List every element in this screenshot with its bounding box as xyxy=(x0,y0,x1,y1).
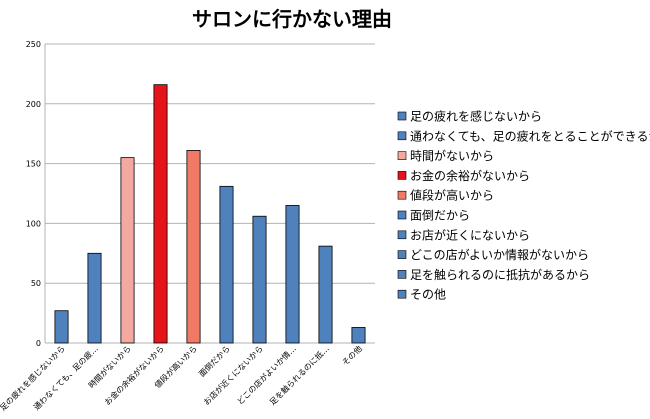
legend-label: どこの店がよいか情報がないから xyxy=(410,247,589,262)
legend-label: お店が近くにないから xyxy=(410,227,530,242)
legend-swatch xyxy=(397,131,407,141)
x-tick-label: 通わなくても、足の疲… xyxy=(31,343,100,412)
chart-title: サロンに行かない理由 xyxy=(192,7,392,31)
bar xyxy=(120,157,135,344)
legend-label: 通わなくても、足の疲れをとることができるから xyxy=(410,128,650,143)
legend-label: お金の余裕がないから xyxy=(410,168,530,183)
y-tick-label: 150 xyxy=(26,160,41,169)
y-tick-label: 100 xyxy=(26,219,41,228)
x-axis-tick-labels: 足の疲れを感じないから通わなくても、足の疲…時間がないからお金の余裕がないから値… xyxy=(0,343,364,412)
legend-label: 時間がないから xyxy=(410,148,494,163)
x-tick-label: どこの店がよいか情… xyxy=(235,343,298,406)
legend-swatch xyxy=(397,171,407,180)
x-tick-label: 足の疲れを感じないから xyxy=(0,343,67,412)
legend-swatch xyxy=(397,210,407,220)
x-tick-label: 足を触られるのに抵… xyxy=(267,343,331,407)
legend-label: 足の疲れを感じないから xyxy=(410,109,542,124)
legend-swatch xyxy=(397,151,407,160)
y-axis-tick-labels: 0 50 100 150 200 250 xyxy=(26,40,41,348)
legend-label: 面倒だから xyxy=(410,209,470,223)
y-tick-label: 250 xyxy=(26,40,41,49)
legend-label: その他 xyxy=(410,288,446,302)
bar xyxy=(54,310,69,344)
bar xyxy=(252,215,267,344)
legend-swatch xyxy=(397,230,407,240)
x-tick-label: その他 xyxy=(340,343,364,367)
bar xyxy=(219,185,234,344)
legend-swatch xyxy=(397,190,407,200)
x-tick-label: お金の余裕がないから xyxy=(102,343,166,407)
x-tick-label: お店が近くにないから xyxy=(201,343,265,407)
bar xyxy=(153,84,168,344)
bar xyxy=(351,327,366,344)
x-tick-label: 面倒だから xyxy=(197,343,232,378)
y-tick-label: 50 xyxy=(31,279,41,288)
legend-swatch xyxy=(397,250,407,259)
bar xyxy=(87,252,102,344)
legend-swatch xyxy=(397,111,407,121)
legend: 足の疲れを感じないから通わなくても、足の疲れをとることができるから時間がないから… xyxy=(397,109,650,302)
bar xyxy=(285,205,300,344)
bar xyxy=(318,245,333,344)
legend-swatch xyxy=(397,289,407,299)
bar xyxy=(186,150,201,344)
y-tick-label: 0 xyxy=(36,339,41,348)
bars xyxy=(54,84,366,344)
legend-label: 足を触られるのに抵抗があるから xyxy=(410,267,590,282)
legend-swatch xyxy=(397,270,407,279)
y-tick-label: 200 xyxy=(26,100,41,109)
legend-label: 値段が高いから xyxy=(410,188,494,203)
